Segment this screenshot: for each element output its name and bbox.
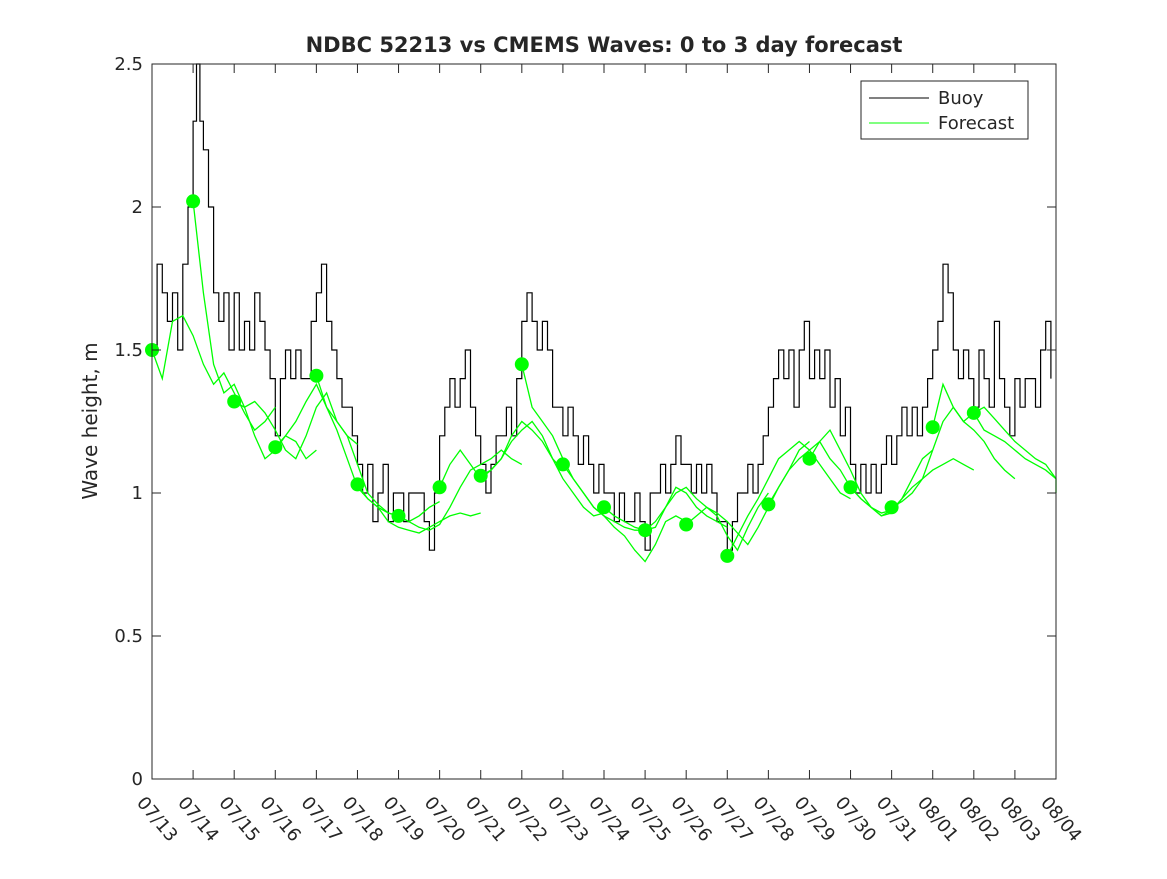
x-tick-label: 07/21 <box>461 793 510 846</box>
forecast-marker-07-23 <box>555 457 570 472</box>
x-tick-label: 07/17 <box>297 793 346 846</box>
forecast-marker-08-01 <box>925 420 940 435</box>
x-tick-label: 07/20 <box>420 793 469 846</box>
plot-area: 00.511.522.507/1307/1407/1507/1607/1707/… <box>114 54 1085 846</box>
x-tick-label: 07/27 <box>707 793 756 846</box>
forecast-marker-07-28 <box>761 497 776 512</box>
x-tick-label: 08/02 <box>954 793 1003 846</box>
x-tick-label: 07/14 <box>173 793 222 846</box>
chart-title: NDBC 52213 vs CMEMS Waves: 0 to 3 day fo… <box>306 33 903 57</box>
forecast-run-line-07-18 <box>356 484 481 534</box>
x-tick-label: 07/16 <box>255 793 304 846</box>
x-tick-label: 07/28 <box>749 793 798 846</box>
x-tick-label: 07/30 <box>831 793 880 846</box>
x-tick-label: 07/31 <box>872 793 921 846</box>
x-tick-label: 07/13 <box>132 793 181 846</box>
forecast-marker-07-14 <box>186 194 201 209</box>
forecast-run-line-08-01 <box>932 382 1057 480</box>
y-axis-label: Wave height, m <box>78 342 102 499</box>
forecast-run-line-07-17 <box>315 375 440 523</box>
y-tick-label: 1 <box>132 483 143 504</box>
forecast-marker-07-30 <box>843 480 858 495</box>
x-tick-label: 07/19 <box>379 793 428 846</box>
x-tick-label: 07/18 <box>338 793 387 846</box>
forecast-marker-07-27 <box>720 548 735 563</box>
forecast-run-line-07-21 <box>480 420 605 517</box>
x-tick-label: 08/04 <box>1036 793 1085 846</box>
forecast-marker-07-19 <box>391 508 406 523</box>
forecast-marker-07-20 <box>432 480 447 495</box>
x-tick-label: 07/24 <box>584 793 633 846</box>
legend-forecast-label: Forecast <box>938 113 1014 134</box>
forecast-marker-07-25 <box>638 523 653 538</box>
forecast-marker-07-17 <box>309 368 324 383</box>
forecast-marker-07-24 <box>597 500 611 515</box>
plot-background <box>152 64 1056 779</box>
forecast-marker-07-26 <box>679 517 694 532</box>
x-tick-label: 08/01 <box>913 793 962 846</box>
legend-buoy-label: Buoy <box>938 88 984 109</box>
y-tick-label: 2 <box>132 197 143 218</box>
forecast-run-line-07-27 <box>726 440 851 557</box>
y-tick-label: 1.5 <box>114 340 143 361</box>
x-tick-label: 07/15 <box>214 793 263 846</box>
forecast-run-line-07-14 <box>192 201 317 460</box>
x-tick-label: 07/25 <box>625 793 674 846</box>
x-tick-label: 08/03 <box>995 793 1044 846</box>
forecast-marker-07-15 <box>227 394 242 409</box>
legend: Buoy Forecast <box>860 80 1029 140</box>
forecast-marker-07-21 <box>473 468 488 483</box>
forecast-run-line-07-23 <box>562 464 687 563</box>
x-tick-label: 07/29 <box>790 793 839 846</box>
y-tick-label: 2.5 <box>114 54 143 75</box>
forecast-run-line-07-19 <box>398 449 523 531</box>
forecast-marker-07-22 <box>514 357 529 372</box>
y-tick-label: 0 <box>132 769 143 790</box>
forecast-marker-07-18 <box>350 477 365 492</box>
x-tick-label: 07/26 <box>666 793 715 846</box>
forecast-run-line-07-13 <box>151 314 276 432</box>
forecast-run-line-07-30 <box>850 457 975 517</box>
x-tick-label: 07/22 <box>502 793 551 846</box>
forecast-marker-07-29 <box>802 451 817 466</box>
forecast-marker-08-02 <box>966 405 981 420</box>
x-tick-label: 07/23 <box>543 793 592 846</box>
buoy-series-line <box>152 63 1052 551</box>
forecast-marker-07-16 <box>268 440 283 455</box>
forecast-marker-07-31 <box>884 500 899 515</box>
y-tick-label: 0.5 <box>114 626 143 647</box>
legend-box <box>860 80 1029 140</box>
